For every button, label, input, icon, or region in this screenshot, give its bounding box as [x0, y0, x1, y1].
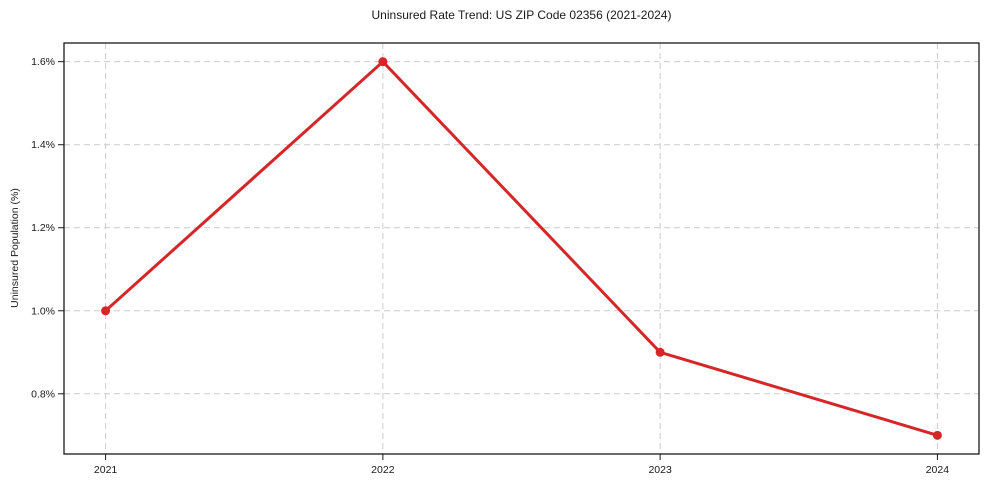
chart-title: Uninsured Rate Trend: US ZIP Code 02356 …	[371, 8, 672, 22]
x-tick-label: 2021	[94, 464, 118, 476]
x-tick-label: 2022	[371, 464, 395, 476]
x-tick-label: 2024	[926, 464, 950, 476]
data-point-marker	[655, 347, 665, 357]
y-tick-label: 1.6%	[31, 56, 55, 68]
y-tick-label: 1.0%	[31, 305, 55, 317]
trend-line	[104, 60, 939, 437]
data-point-marker	[378, 57, 388, 67]
y-tick-label: 1.2%	[31, 222, 55, 234]
plot-frame	[63, 42, 980, 455]
x-tick-label: 2023	[648, 464, 672, 476]
data-point-marker	[932, 430, 942, 440]
y-tick-label: 0.8%	[31, 388, 55, 400]
y-tick-label: 1.4%	[31, 139, 55, 151]
data-point-marker	[101, 306, 111, 316]
